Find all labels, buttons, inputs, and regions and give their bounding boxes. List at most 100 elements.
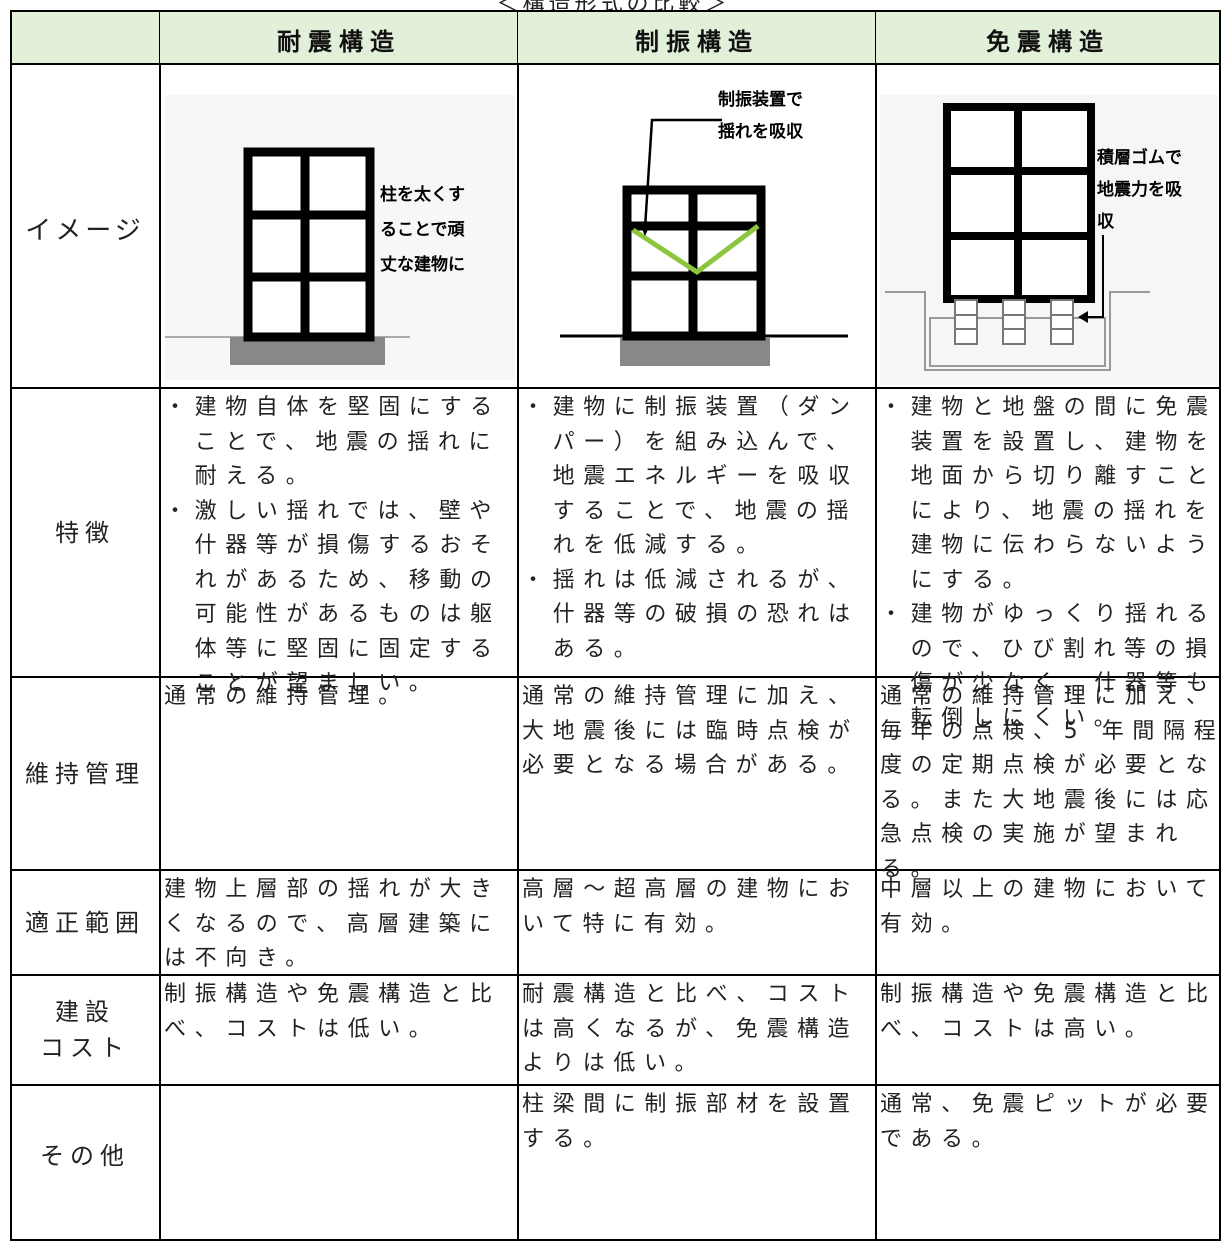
diagram-caption: 揺れを吸収: [718, 122, 804, 142]
cell-text: 高層～超高層の建物にお: [522, 877, 859, 902]
cell-text: 制振構造や免震構造と比: [880, 982, 1217, 1007]
cell-text: 什器等の破損の恐れは: [522, 602, 859, 627]
cell-text: ことが望ましい。: [164, 671, 440, 696]
cell-text: くなるので、高層建築に: [164, 911, 500, 937]
table-cell: [10, 388, 161, 678]
cell-text: ・揺れは低減されるが、: [522, 567, 859, 593]
cell-text: れがあるため、移動の: [164, 567, 501, 593]
table-cell: [518, 677, 877, 871]
cell-text: べ、コストは低い。: [164, 1016, 440, 1042]
table-cell: [876, 975, 1221, 1086]
cell-text: 装置を設置し、建物を: [880, 429, 1217, 455]
cell-text: 耐える。: [164, 464, 317, 489]
cell-text: 可能性があるものは躯: [164, 602, 501, 627]
cell-text: 什器等が損傷するおそ: [164, 533, 501, 558]
table-cell: [876, 388, 1221, 678]
cell-text: べ、コストは高い。: [880, 1016, 1156, 1042]
table-cell: [10, 677, 161, 871]
cell-text: 通常の維持管理。: [164, 684, 409, 709]
cell-text: 地震エネルギーを吸収: [522, 464, 859, 489]
cell-text: は不向き。: [164, 946, 316, 971]
cell-text: る。: [880, 856, 942, 882]
table-cell: [160, 975, 519, 1086]
row-label: 維持管理: [25, 759, 145, 788]
cell-text: ・激しい揺れでは、壁や: [164, 498, 500, 524]
cell-text: 制振構造や免震構造と比: [164, 982, 501, 1007]
cell-text: ので、ひび割れ等の損: [880, 636, 1216, 662]
cell-text: 毎年の点検、5 年間隔程: [880, 718, 1225, 744]
cell-text: れを低減する。: [522, 533, 767, 558]
table-cell: [160, 870, 519, 976]
diagram-caption: 丈な建物に: [380, 254, 465, 275]
cell-text: 傷が少なく、什器等も: [880, 671, 1217, 696]
cell-text: 建物上層部の揺れが大き: [164, 877, 501, 902]
table-cell: [518, 975, 877, 1086]
table-cell: [160, 64, 519, 389]
table-cell: [876, 64, 1221, 389]
cell-text: 通常、免震ピットが必要: [880, 1092, 1217, 1117]
diagram-seishin: [560, 118, 848, 366]
cell-text: にする。: [880, 567, 1034, 593]
cell-text: ・建物に制振装置（ダン: [522, 395, 859, 420]
cell-text: する。: [522, 1126, 614, 1152]
table-cell: [876, 870, 1221, 976]
cell-text: により、地震の揺れを: [880, 498, 1216, 524]
cell-text: することで、地震の揺: [522, 498, 858, 524]
cell-text: ・建物自体を堅固にする: [164, 395, 501, 420]
cell-text: 通常の維持管理に加え、: [522, 684, 859, 709]
cell-text: 体等に堅固に固定する: [164, 636, 501, 662]
cell-text: ある。: [522, 636, 645, 662]
cell-text: 有効。: [880, 911, 972, 937]
cell-text: ことで、地震の揺れに: [164, 429, 500, 455]
diagram-menshin: [880, 95, 1218, 385]
cell-text: ・建物がゆっくり揺れる: [880, 602, 1217, 627]
row-label: その他: [40, 1142, 130, 1170]
cell-text: ・建物と地盤の間に免震: [880, 395, 1217, 420]
column-header: 免震構造: [986, 28, 1110, 56]
table-cell: [10, 64, 161, 389]
diagram-caption: 収: [1097, 212, 1115, 232]
cell-text: 地面から切り離すこと: [880, 464, 1217, 489]
column-header: 耐震構造: [277, 28, 401, 56]
diagram-caption: 柱を太くす: [380, 184, 465, 205]
table-cell: [518, 64, 877, 389]
cell-text: 柱梁間に制振部材を設置: [522, 1092, 859, 1117]
cell-text: 度の定期点検が必要とな: [880, 753, 1216, 778]
diagram-caption: 積層ゴムで: [1097, 147, 1182, 168]
cell-text: よりは低い。: [522, 1051, 706, 1076]
row-label: 適正範囲: [25, 908, 145, 937]
cell-text: 中層以上の建物において: [880, 877, 1216, 902]
table-cell: [518, 388, 877, 678]
cell-text: である。: [880, 1126, 1003, 1152]
diagram-taishin: [165, 95, 515, 380]
diagram-caption: 地震力を吸: [1097, 179, 1183, 200]
cell-text: パー）を組み込んで、: [522, 429, 857, 455]
table-cell: [10, 975, 161, 1086]
diagram-caption: ることで頑: [380, 220, 465, 240]
cell-text: 必要となる場合がある。: [522, 753, 858, 778]
table-cell: [160, 677, 519, 871]
row-label: 特徴: [55, 518, 115, 547]
table-cell: [10, 870, 161, 976]
cell-text: は高くなるが、免震構造: [522, 1016, 859, 1042]
cell-text: 転倒しにくい。: [880, 705, 1125, 731]
cell-text: いて特に有効。: [522, 911, 736, 937]
table-cell: [876, 677, 1221, 871]
cell-text: 通常の維持管理に加え、: [880, 684, 1217, 709]
table-cell: [876, 10, 1221, 65]
column-header: 制振構造: [635, 28, 759, 56]
table-cell: [160, 388, 519, 678]
cell-text: 耐震構造と比べ、コスト: [522, 982, 859, 1007]
cell-text: る。また大地震後には応: [880, 787, 1217, 813]
cell-text: 建物に伝わらないよう: [880, 533, 1217, 558]
cell-text: 大地震後には臨時点検が: [522, 718, 859, 744]
table-cell: [518, 870, 877, 976]
cell-text: 急点検の実施が望まれ: [880, 822, 1187, 847]
row-label: コスト: [40, 1034, 130, 1062]
table-cell: [160, 10, 519, 65]
diagram-caption: 制振装置で: [718, 89, 803, 110]
row-label: 建設: [55, 998, 115, 1026]
